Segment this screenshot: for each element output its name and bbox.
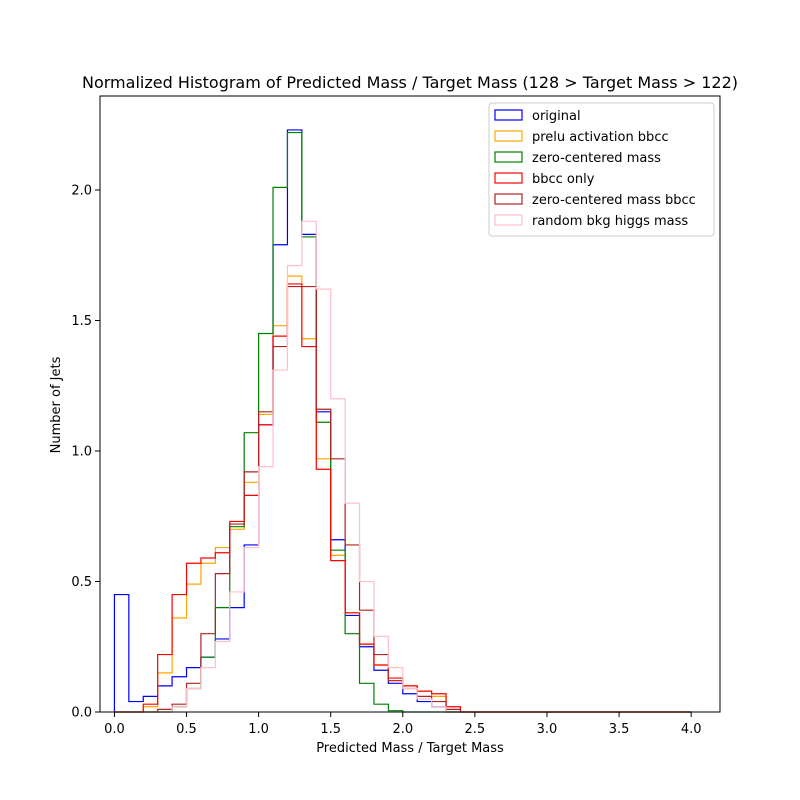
- x-tick-label: 3.5: [609, 722, 630, 737]
- legend-swatch: [494, 130, 523, 142]
- legend-swatch: [494, 214, 523, 226]
- legend: original prelu activation bbcc zero-center…: [488, 102, 715, 237]
- x-tick-label: 0.5: [176, 722, 197, 737]
- x-axis-title: Predicted Mass / Target Mass: [316, 741, 504, 756]
- series-line-3: [114, 283, 692, 713]
- y-tick-label: 1.5: [71, 314, 92, 329]
- legend-label: prelu activation bbcc: [532, 130, 669, 145]
- x-tick-label: 3.0: [537, 722, 558, 737]
- legend-swatch: [494, 151, 523, 163]
- legend-swatch: [494, 172, 523, 184]
- legend-label: bbcc only: [532, 172, 595, 187]
- legend-label: zero-centered mass bbcc: [532, 193, 696, 208]
- legend-swatch: [494, 109, 523, 121]
- y-axis-title: Number of Jets: [49, 356, 64, 453]
- y-tick-label: 1.0: [71, 444, 92, 459]
- legend-label: random bkg higgs mass: [532, 214, 688, 229]
- series-line-5: [114, 220, 692, 713]
- x-tick-label: 2.0: [392, 722, 413, 737]
- legend-box: [488, 102, 715, 237]
- y-tick-label: 0.0: [71, 706, 92, 721]
- plot-area: [113, 129, 692, 713]
- y-tick-label: 2.0: [71, 183, 92, 198]
- x-tick-label: 0.0: [104, 722, 125, 737]
- x-tick-label: 4.0: [681, 722, 702, 737]
- x-axis: 0.0 0.5 1.0 1.5 2.0 2.5 3.0 3.5 4.0: [104, 712, 702, 737]
- legend-label: original: [532, 109, 581, 124]
- x-tick-label: 1.5: [320, 722, 341, 737]
- legend-swatch: [494, 193, 523, 205]
- y-tick-label: 0.5: [71, 575, 92, 590]
- x-tick-label: 2.5: [465, 722, 486, 737]
- plot-frame: [99, 95, 721, 713]
- x-tick-label: 1.0: [248, 722, 269, 737]
- y-axis: 0.0 0.5 1.0 1.5 2.0: [71, 183, 100, 721]
- chart-title: Normalized Histogram of Predicted Mass /…: [82, 73, 738, 92]
- legend-label: zero-centered mass: [532, 151, 661, 166]
